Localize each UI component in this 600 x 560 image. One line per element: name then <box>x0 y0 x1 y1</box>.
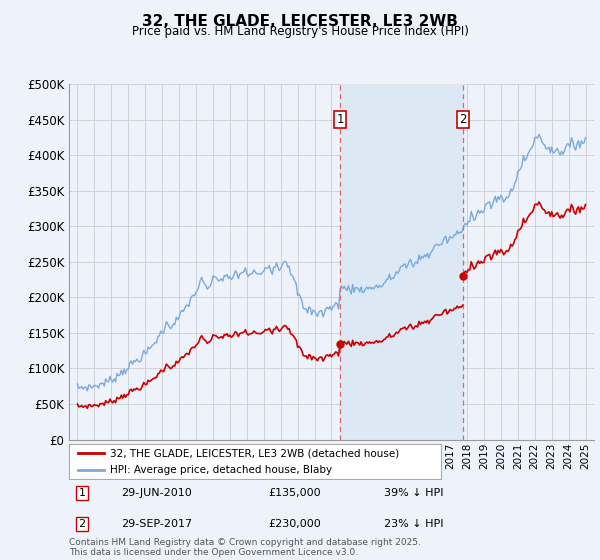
Text: 39% ↓ HPI: 39% ↓ HPI <box>384 488 443 498</box>
Text: £135,000: £135,000 <box>269 488 321 498</box>
Text: 29-JUN-2010: 29-JUN-2010 <box>121 488 192 498</box>
Text: 2: 2 <box>459 113 466 126</box>
Text: 1: 1 <box>79 488 86 498</box>
Text: 2: 2 <box>79 519 86 529</box>
Text: HPI: Average price, detached house, Blaby: HPI: Average price, detached house, Blab… <box>110 465 332 475</box>
Text: 1: 1 <box>336 113 344 126</box>
Text: Contains HM Land Registry data © Crown copyright and database right 2025.
This d: Contains HM Land Registry data © Crown c… <box>69 538 421 557</box>
Bar <box>340 84 463 440</box>
Text: 29-SEP-2017: 29-SEP-2017 <box>121 519 193 529</box>
Text: 23% ↓ HPI: 23% ↓ HPI <box>384 519 443 529</box>
Text: Price paid vs. HM Land Registry's House Price Index (HPI): Price paid vs. HM Land Registry's House … <box>131 25 469 38</box>
Text: 32, THE GLADE, LEICESTER, LE3 2WB (detached house): 32, THE GLADE, LEICESTER, LE3 2WB (detac… <box>110 449 399 459</box>
Text: 32, THE GLADE, LEICESTER, LE3 2WB: 32, THE GLADE, LEICESTER, LE3 2WB <box>142 14 458 29</box>
Text: £230,000: £230,000 <box>269 519 321 529</box>
